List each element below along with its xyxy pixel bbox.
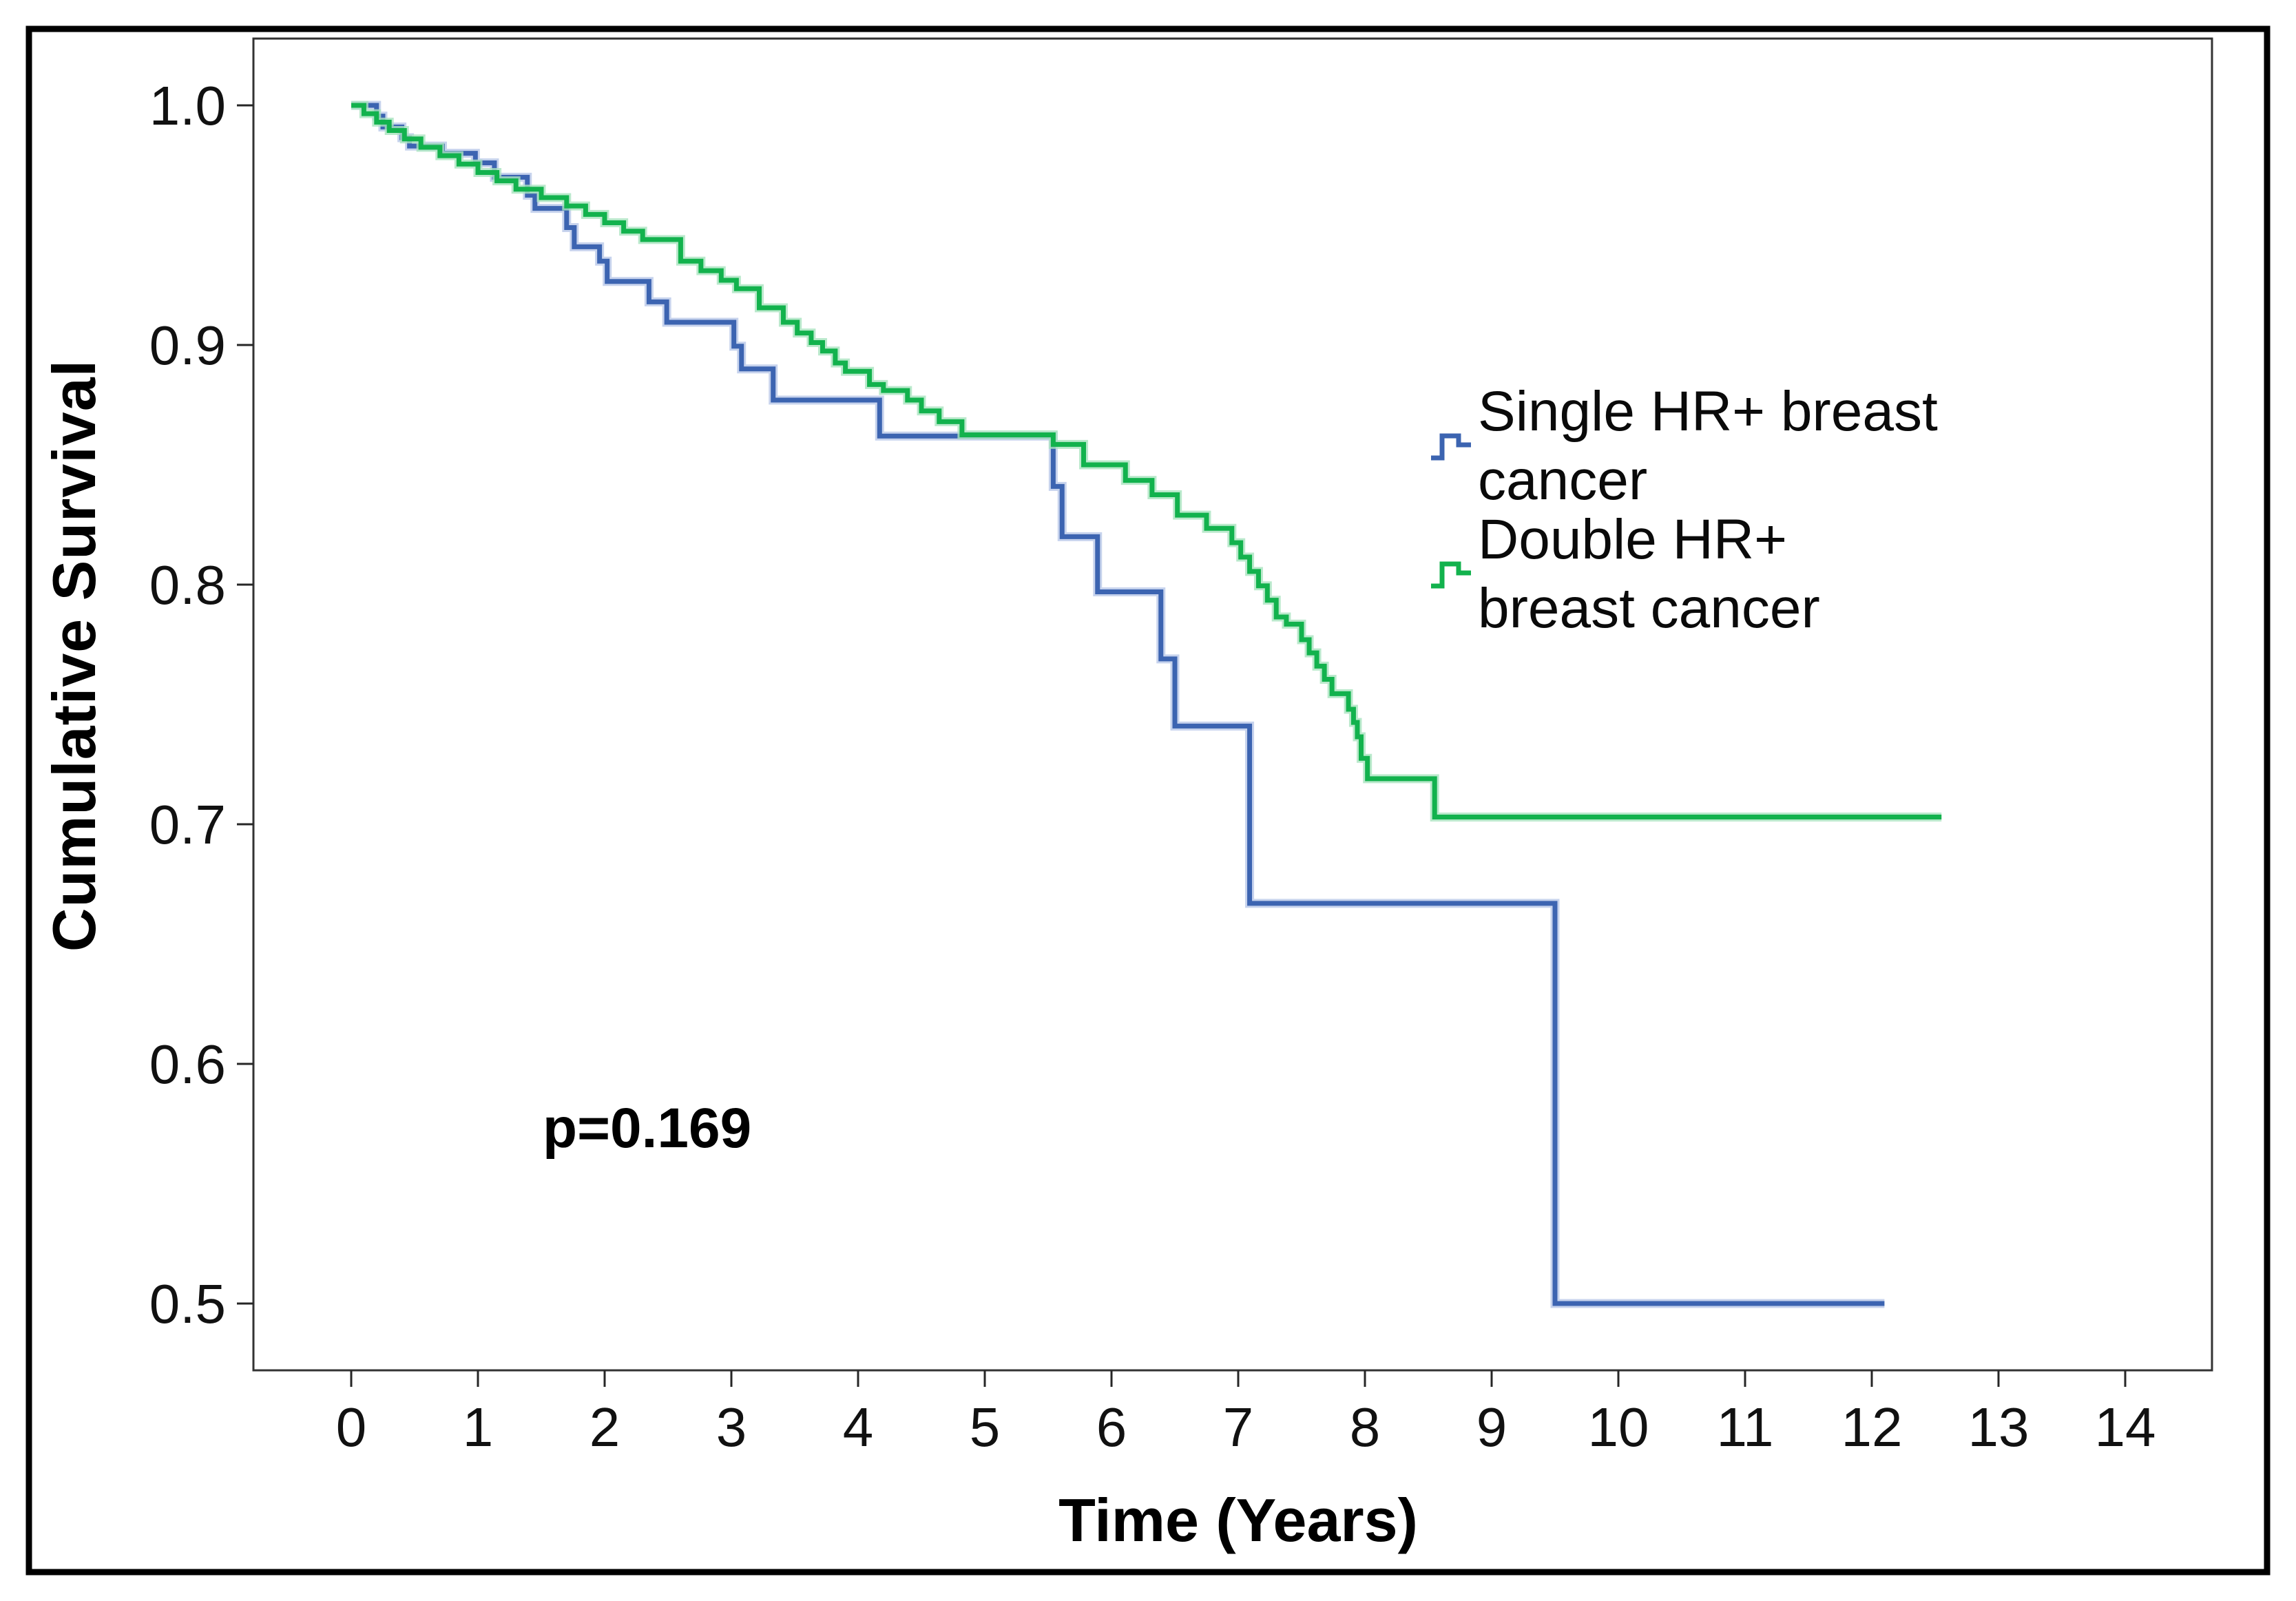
x-tick-label: 12 — [1841, 1396, 1903, 1458]
x-tick-label: 9 — [1476, 1396, 1507, 1458]
x-tick-label: 5 — [970, 1396, 1001, 1458]
y-tick-label: 0.9 — [149, 315, 226, 376]
legend-double-label-line1: Double HR+ — [1478, 508, 1787, 571]
curve-double-hr — [351, 103, 1942, 820]
x-axis-title: Time (Years) — [1058, 1486, 1418, 1554]
legend-single-step-icon — [1431, 433, 1471, 461]
y-axis-title: Cumulative Survival — [40, 359, 108, 952]
x-tick-label: 7 — [1223, 1396, 1254, 1458]
legend-double-label: Double HR+ breast cancer — [1478, 505, 1820, 643]
y-tick-label: 0.7 — [149, 794, 226, 855]
x-tick-label: 6 — [1096, 1396, 1127, 1458]
legend-single-label-line1: Single HR+ breast — [1478, 380, 1938, 443]
legend-double-label-line2: breast cancer — [1478, 577, 1820, 640]
p-value-annotation: p=0.169 — [543, 1097, 752, 1160]
x-tick-label: 2 — [589, 1396, 620, 1458]
x-tick-label: 3 — [716, 1396, 747, 1458]
y-tick-label: 0.8 — [149, 554, 226, 616]
plot-frame — [252, 37, 2213, 1372]
legend-entry-single-hr: Single HR+ breast cancer — [1430, 377, 1938, 515]
y-tick-label: 1.0 — [149, 75, 226, 136]
y-tick-label: 0.6 — [149, 1034, 226, 1095]
legend-entry-double-hr: Double HR+ breast cancer — [1430, 505, 1820, 643]
x-tick-label: 8 — [1350, 1396, 1381, 1458]
x-tick-label: 13 — [1968, 1396, 2029, 1458]
x-tick-label: 10 — [1588, 1396, 1649, 1458]
x-tick-label: 4 — [843, 1396, 874, 1458]
x-tick-label: 0 — [336, 1396, 367, 1458]
legend-single-label: Single HR+ breast cancer — [1478, 377, 1938, 515]
x-tick-label: 14 — [2095, 1396, 2156, 1458]
x-tick-label: 1 — [463, 1396, 494, 1458]
y-tick-label: 0.5 — [149, 1273, 226, 1335]
legend-double-step-icon — [1431, 561, 1471, 589]
legend-single-label-line2: cancer — [1478, 449, 1648, 512]
figure-border — [25, 25, 2271, 1576]
x-tick-label: 11 — [1716, 1396, 1773, 1458]
